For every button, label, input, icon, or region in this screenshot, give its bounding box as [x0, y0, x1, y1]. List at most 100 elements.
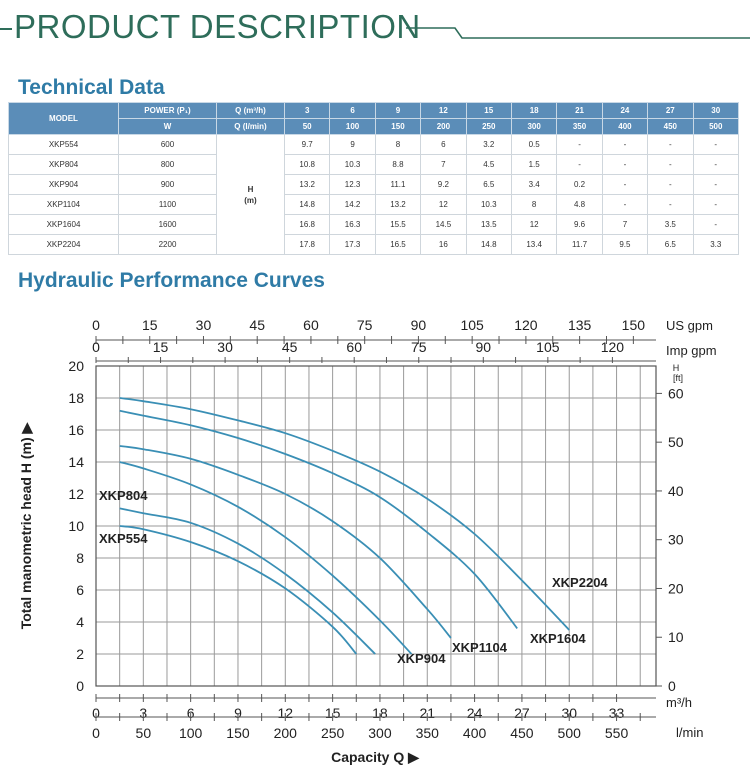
x-tick-label-lmin: 500 — [558, 725, 582, 741]
model-cell: XKP2204 — [8, 234, 119, 255]
power-cell: 900 — [118, 174, 217, 195]
x-unit-m3h: m³/h — [666, 695, 692, 710]
x-tick-label-lmin: 400 — [463, 725, 487, 741]
y-tick-label: 16 — [68, 422, 84, 438]
top-tick-label-usgpm: 45 — [249, 317, 265, 333]
x-tick-label-lmin: 0 — [92, 725, 100, 741]
head-value-cell: - — [647, 194, 694, 215]
head-value-cell: - — [601, 194, 649, 215]
table-header-cell: 50 — [283, 118, 331, 135]
top-tick-label-impgpm: 45 — [282, 339, 298, 355]
head-value-cell: - — [692, 154, 740, 175]
head-value-cell: 3.5 — [647, 214, 694, 235]
curve-xkp1604 — [119, 409, 518, 629]
head-value-cell: 14.8 — [283, 194, 331, 215]
head-value-cell: 17.3 — [329, 234, 376, 255]
curve-label-xkp904: XKP904 — [397, 651, 446, 666]
table-row: XKP554 600 H (m) 9.7 9 8 6 3.2 0.5- - - - — [8, 134, 740, 255]
chart-grid — [96, 366, 656, 686]
head-value-cell: 9 — [329, 134, 376, 155]
right-ft-tick-label: 10 — [668, 629, 684, 645]
top-tick-label-impgpm: 120 — [601, 339, 625, 355]
curve-label-xkp2204: XKP2204 — [552, 575, 608, 590]
table-header-cell: 3 — [283, 102, 331, 119]
head-value-cell: 12.3 — [329, 174, 376, 195]
power-cell: 600 — [118, 134, 217, 155]
table-row: XKP804 800 10.8 10.3 8.8 7 4.5 1.5- - - - — [8, 154, 740, 175]
head-value-cell: 16 — [420, 234, 467, 255]
title-rule-right — [406, 27, 750, 39]
title-rule-left — [0, 28, 12, 30]
head-value-cell: - — [692, 174, 740, 195]
top-tick-label-usgpm: 75 — [357, 317, 373, 333]
y-tick-label: 2 — [76, 646, 84, 662]
page-title: PRODUCT DESCRIPTION — [14, 8, 421, 45]
head-value-cell: 8.8 — [374, 154, 422, 175]
x-tick-label-lmin: 300 — [368, 725, 392, 741]
head-value-cell: - — [556, 134, 603, 155]
y-tick-label: 6 — [76, 582, 84, 598]
head-value-cell: 6 — [420, 134, 467, 155]
head-value-cell: 3.4 — [510, 174, 558, 195]
table-row: XKP904 900 13.2 12.3 11.1 9.2 6.5 3.4 0.2- - - — [8, 174, 740, 195]
table-header-cell: MODEL — [8, 102, 119, 135]
top-tick-label-impgpm: 30 — [217, 339, 233, 355]
table-header-cell: 24 — [601, 102, 649, 119]
head-value-cell: 14.5 — [420, 214, 467, 235]
head-value-cell: - — [647, 134, 694, 155]
top-tick-label-impgpm: 15 — [153, 339, 169, 355]
head-unit-cell: H (m) — [216, 134, 285, 255]
head-value-cell: 9.2 — [420, 174, 467, 195]
table-header-cell: 100 — [329, 118, 376, 135]
top-tick-label-usgpm: 15 — [142, 317, 158, 333]
head-value-cell: - — [601, 174, 649, 195]
y-tick-label: 10 — [68, 518, 84, 534]
head-value-cell: - — [601, 134, 649, 155]
head-value-cell: - — [601, 154, 649, 175]
top-unit-usgpm: US gpm — [666, 318, 713, 333]
table-header-cell: 400 — [601, 118, 649, 135]
y-tick-label: 4 — [76, 614, 84, 630]
head-value-cell: 3.2 — [465, 134, 512, 155]
y-tick-label: 12 — [68, 486, 84, 502]
table-header-cell: 18 — [510, 102, 558, 119]
head-value-cell: 17.8 — [283, 234, 331, 255]
curve-label-xkp1604: XKP1604 — [530, 631, 586, 646]
head-value-cell: 14.8 — [465, 234, 512, 255]
x-tick-label-lmin: 200 — [274, 725, 298, 741]
x-axis-title: Capacity Q ▶ — [331, 749, 420, 765]
head-value-cell: 10.8 — [283, 154, 331, 175]
power-cell: 1100 — [118, 194, 217, 215]
top-tick-label-usgpm: 60 — [303, 317, 319, 333]
power-cell: 2200 — [118, 234, 217, 255]
head-value-cell: 6.5 — [647, 234, 694, 255]
top-tick-label-impgpm: 0 — [92, 339, 100, 355]
curve-label-xkp1104: XKP1104 — [452, 640, 508, 655]
head-value-cell: 9.6 — [556, 214, 603, 235]
top-tick-label-usgpm: 150 — [622, 317, 646, 333]
curve-xkp904 — [119, 461, 413, 655]
table-header-cell: Q (m³/h) — [216, 102, 285, 119]
table-header-cell: 21 — [556, 102, 603, 119]
table-header-cell: 450 — [647, 118, 694, 135]
head-value-cell: - — [556, 154, 603, 175]
head-value-cell: 15.5 — [374, 214, 422, 235]
power-cell: 800 — [118, 154, 217, 175]
head-value-cell: 13.4 — [510, 234, 558, 255]
right-ft-tick-label: 40 — [668, 483, 684, 499]
top-tick-label-impgpm: 105 — [536, 339, 560, 355]
x-tick-label-lmin: 450 — [510, 725, 534, 741]
y-tick-label: 20 — [68, 358, 84, 374]
table-header-cell: W — [118, 118, 217, 135]
head-value-cell: 8 — [374, 134, 422, 155]
table-header-cell: 150 — [374, 118, 422, 135]
head-value-cell: - — [647, 154, 694, 175]
x-tick-label-lmin: 550 — [605, 725, 629, 741]
head-value-cell: 1.5 — [510, 154, 558, 175]
model-cell: XKP804 — [8, 154, 119, 175]
x-tick-label-lmin: 100 — [179, 725, 203, 741]
head-value-cell: 8 — [510, 194, 558, 215]
right-ft-tick-label: 60 — [668, 385, 684, 401]
head-value-cell: 4.8 — [556, 194, 603, 215]
right-ft-tick-label: 50 — [668, 434, 684, 450]
